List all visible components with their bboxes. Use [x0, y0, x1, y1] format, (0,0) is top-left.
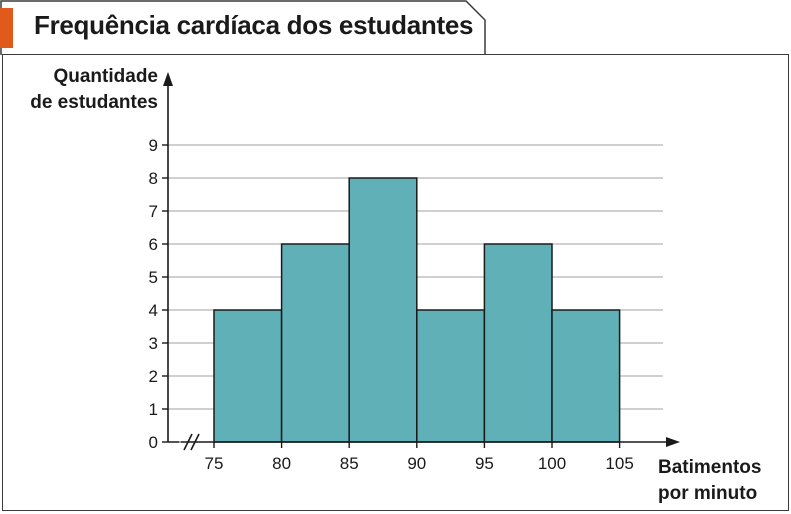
- y-tick-label: 3: [149, 334, 158, 353]
- y-axis-label-line-1: Quantidade: [53, 66, 158, 87]
- y-tick-label: 0: [149, 433, 158, 452]
- y-tick-label: 1: [149, 400, 158, 419]
- x-axis-arrowhead: [666, 437, 680, 447]
- x-axis-label-line-2: por minuto: [658, 483, 758, 504]
- x-axis-label-line-1: Batimentos: [658, 457, 762, 478]
- y-tick-label: 4: [149, 301, 158, 320]
- title-accent-marker: [0, 8, 13, 48]
- x-tick-label: 90: [407, 454, 426, 473]
- y-tick-label: 2: [149, 367, 158, 386]
- histogram-bar: [551, 309, 621, 443]
- axis-break-mark: [183, 433, 193, 451]
- y-tick-label: 8: [149, 169, 158, 188]
- y-tick-label: 7: [149, 202, 158, 221]
- x-tick-label: 100: [538, 454, 566, 473]
- y-tick-label: 5: [149, 268, 158, 287]
- y-axis-label: Quantidade de estudantes: [18, 64, 158, 116]
- histogram-bar: [416, 309, 486, 443]
- chart-title: Frequência cardíaca dos estudantes: [34, 10, 474, 40]
- x-tick-label: 105: [605, 454, 633, 473]
- axis-break-mark: [190, 433, 200, 451]
- x-axis-label: Batimentos por minuto: [658, 455, 761, 507]
- x-tick-label: 85: [340, 454, 359, 473]
- title-tab: Frequência cardíaca dos estudantes: [0, 0, 486, 56]
- x-tick-label: 75: [205, 454, 224, 473]
- x-tick-label: 80: [272, 454, 291, 473]
- histogram-bar: [348, 177, 418, 443]
- x-tick-label: 95: [475, 454, 494, 473]
- y-axis-arrowhead: [163, 72, 173, 86]
- histogram-bar: [280, 243, 350, 443]
- y-axis-label-line-2: de estudantes: [30, 92, 158, 113]
- histogram-bar: [483, 243, 553, 443]
- histogram-bar: [213, 309, 283, 443]
- y-tick-label: 9: [149, 136, 158, 155]
- y-tick-label: 6: [149, 235, 158, 254]
